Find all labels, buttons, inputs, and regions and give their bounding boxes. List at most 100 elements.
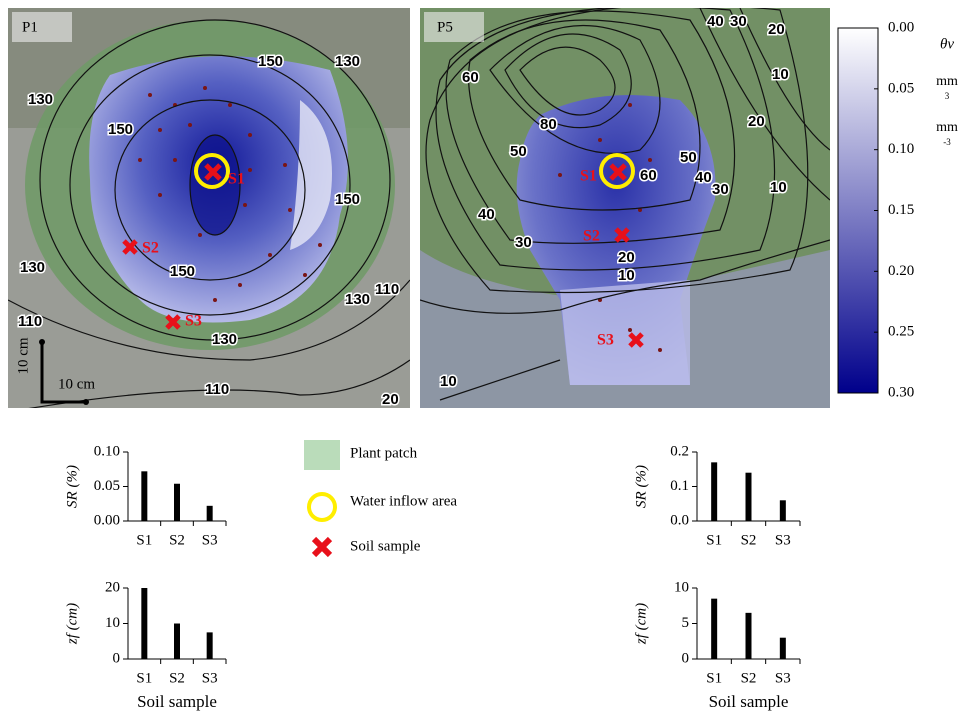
y-axis-label: SR (%) xyxy=(64,465,80,508)
contour-label: 50 xyxy=(510,143,527,160)
contour-label: 60 xyxy=(640,167,657,184)
colorbar-title: θv xyxy=(940,36,954,52)
contour-label: 130 xyxy=(345,291,370,308)
x-tick-label: S1 xyxy=(706,532,722,548)
contour-label: 150 xyxy=(258,53,283,70)
y-tick-label: 20 xyxy=(105,579,120,595)
contour-label: 40 xyxy=(707,13,724,30)
contour-label: 150 xyxy=(170,263,195,280)
bar xyxy=(711,462,717,521)
x-tick-label: S3 xyxy=(775,670,791,686)
bar xyxy=(780,500,786,521)
sample-label: S1 xyxy=(228,171,245,188)
x-tick-label: S3 xyxy=(202,532,218,548)
x-tick-label: S2 xyxy=(741,670,757,686)
contour-label: 60 xyxy=(462,69,479,86)
map-label: P1 xyxy=(22,19,38,35)
bar xyxy=(746,473,752,521)
legend-swatch xyxy=(309,494,335,520)
contour-label: 20 xyxy=(768,21,785,38)
colorbar xyxy=(838,28,878,393)
y-tick-label: 5 xyxy=(682,615,690,631)
contour-label: 40 xyxy=(695,169,712,186)
colorbar-unit: mm xyxy=(936,74,958,89)
sample-label: S2 xyxy=(142,240,159,257)
y-axis-label: zf (cm) xyxy=(633,603,649,645)
contour-label: 150 xyxy=(335,191,360,208)
contour-label: 10 xyxy=(770,179,787,196)
colorbar-tick-label: 0.00 xyxy=(888,19,914,35)
colorbar-tick-label: 0.10 xyxy=(888,141,914,157)
y-tick-label: 0.05 xyxy=(94,478,120,494)
x-tick-label: S2 xyxy=(169,670,185,686)
colorbar-tick-label: 0.05 xyxy=(888,80,914,96)
x-tick-label: S1 xyxy=(706,670,722,686)
y-tick-label: 0.0 xyxy=(670,512,689,528)
colorbar-unit: 3 xyxy=(945,91,950,101)
sample-label: S3 xyxy=(185,313,202,330)
contour-label: 130 xyxy=(335,53,360,70)
bar xyxy=(141,471,147,521)
y-tick-label: 0 xyxy=(113,650,121,666)
x-tick-label: S3 xyxy=(202,670,218,686)
x-tick-label: S2 xyxy=(741,532,757,548)
colorbar-tick-label: 0.25 xyxy=(888,324,914,340)
colorbar-unit: mm xyxy=(936,120,958,135)
contour-label: 10 xyxy=(772,66,789,83)
contour-label: 30 xyxy=(730,13,747,30)
bar xyxy=(174,484,180,521)
y-tick-label: 0.00 xyxy=(94,512,120,528)
contour-label: 110 xyxy=(18,313,42,330)
bar xyxy=(746,613,752,659)
bar xyxy=(780,638,786,659)
colorbar-tick-label: 0.20 xyxy=(888,263,914,279)
map-p1: P1 150 130 130 150 150 150 130 130 110 1… xyxy=(8,8,410,410)
contour-label: 50 xyxy=(680,149,697,166)
map-label: P5 xyxy=(437,19,453,35)
legend: Plant patch Water inflow area Soil sampl… xyxy=(304,440,457,555)
contour-label: 20 xyxy=(748,113,765,130)
x-tick-label: S2 xyxy=(169,532,185,548)
y-axis-label: zf (cm) xyxy=(64,603,80,645)
contour-label: 30 xyxy=(515,234,532,251)
contour-label: 130 xyxy=(212,331,237,348)
contour-label: 30 xyxy=(712,181,729,198)
colorbar-tick-label: 0.15 xyxy=(888,202,914,218)
sample-label: S1 xyxy=(580,168,597,185)
contour-label: 40 xyxy=(478,206,495,223)
x-tick-label: S3 xyxy=(775,532,791,548)
contour-label: 20 xyxy=(382,391,399,408)
legend-label: Soil sample xyxy=(350,538,421,554)
legend-swatch xyxy=(314,539,330,555)
y-tick-label: 0.10 xyxy=(94,443,120,459)
contour-label: 150 xyxy=(108,121,133,138)
bar xyxy=(141,588,147,659)
bar xyxy=(174,624,180,660)
y-tick-label: 10 xyxy=(105,615,120,631)
colorbar-tick-label: 0.30 xyxy=(888,384,914,400)
x-tick-label: S1 xyxy=(136,670,152,686)
y-axis-label: SR (%) xyxy=(633,465,649,508)
sample-label: S2 xyxy=(583,228,600,245)
contour-label: 10 xyxy=(440,373,457,390)
sample-label: S3 xyxy=(597,332,614,349)
map-p5: P5 40 30 20 10 60 80 20 10 60 50 40 50 4… xyxy=(420,5,830,408)
scale-label: 10 cm xyxy=(58,376,95,392)
contour-label: 20 xyxy=(618,249,635,266)
bar xyxy=(207,632,213,659)
figure: P1 150 130 130 150 150 150 130 130 110 1… xyxy=(0,0,969,713)
y-tick-label: 0.2 xyxy=(670,443,689,459)
x-tick-label: S1 xyxy=(136,532,152,548)
bar xyxy=(711,599,717,659)
x-axis-label: Soil sample xyxy=(709,692,789,711)
legend-swatch xyxy=(304,440,340,470)
contour-label: 130 xyxy=(20,259,45,276)
scale-label: 10 cm xyxy=(15,337,31,374)
contour-label: 110 xyxy=(205,381,229,398)
bar xyxy=(207,506,213,521)
y-tick-label: 0.1 xyxy=(670,478,689,494)
contour-label: 80 xyxy=(540,116,557,133)
contour-label: 130 xyxy=(28,91,53,108)
legend-label: Water inflow area xyxy=(350,493,457,509)
y-tick-label: 0 xyxy=(682,650,690,666)
